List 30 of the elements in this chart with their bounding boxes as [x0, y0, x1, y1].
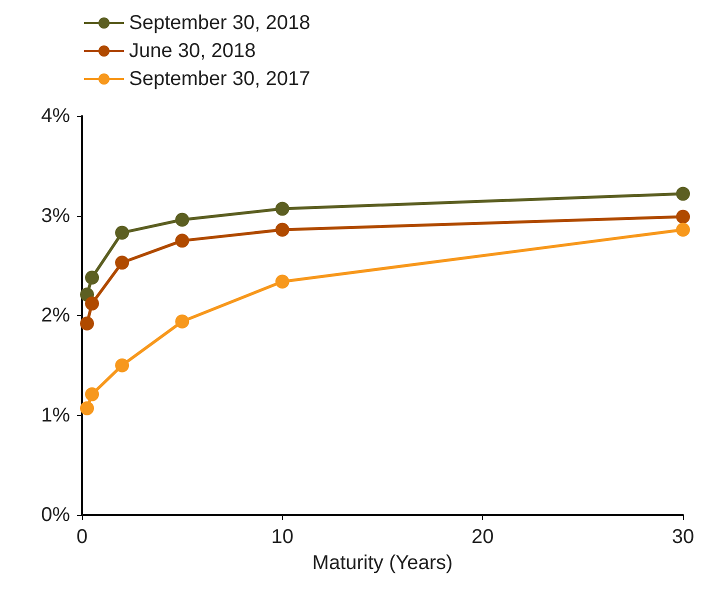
point	[275, 222, 290, 237]
point	[115, 358, 130, 372]
x-axis-title: Maturity (Years)	[312, 552, 453, 574]
point	[676, 222, 690, 237]
point	[80, 401, 94, 416]
x-tick-label: 20	[472, 526, 494, 548]
x-tick-label: 30	[672, 526, 694, 548]
legend-label: June 30, 2018	[129, 40, 256, 62]
legend-label: September 30, 2017	[129, 68, 310, 90]
point	[115, 226, 130, 240]
x-tick-label: 10	[271, 526, 294, 548]
x-tick-label: 0	[76, 526, 88, 548]
point	[275, 202, 290, 216]
point	[275, 274, 290, 289]
y-tick-label: 4%	[41, 105, 70, 127]
point	[85, 270, 100, 285]
point	[175, 212, 190, 227]
point	[175, 234, 190, 248]
y-tick-label: 0%	[41, 504, 70, 526]
point	[80, 316, 94, 330]
y-tick-label: 2%	[41, 304, 70, 326]
point	[115, 256, 130, 270]
point	[85, 296, 100, 311]
point	[85, 387, 100, 402]
point	[175, 314, 190, 328]
y-tick-label: 3%	[41, 204, 70, 227]
point	[676, 210, 690, 224]
point	[676, 186, 690, 201]
y-tick-label: 1%	[41, 404, 70, 426]
legend-label: September 30, 2018	[129, 12, 310, 34]
